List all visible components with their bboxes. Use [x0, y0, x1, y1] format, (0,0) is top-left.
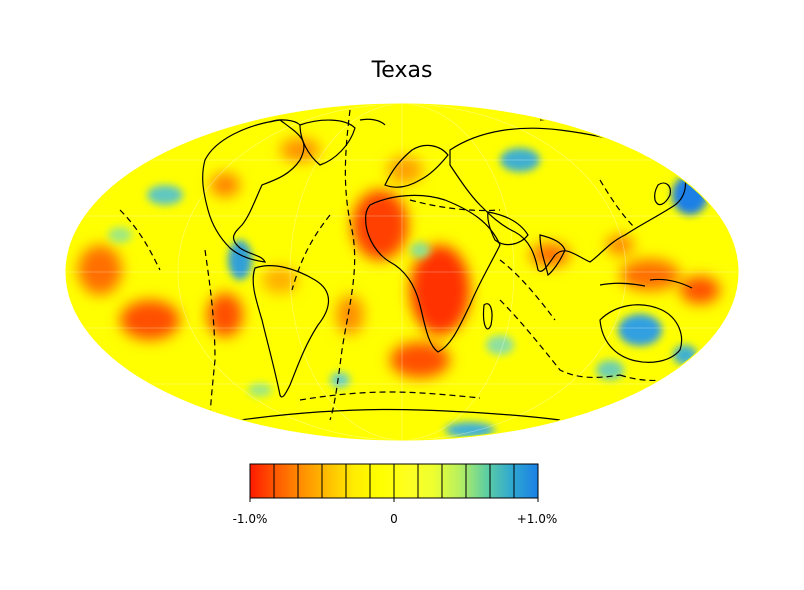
- anomaly-east-pacific: [78, 245, 122, 295]
- anomaly-central-africa: [410, 245, 470, 335]
- anomaly-hawaii: [108, 227, 132, 243]
- africa-coast: [365, 194, 501, 353]
- india-coast: [539, 234, 566, 277]
- arabia-coast: [487, 211, 529, 246]
- japan-coast: [654, 182, 671, 206]
- anomaly-sahara: [410, 242, 430, 258]
- east-pacific-rise: [204, 249, 216, 421]
- anomaly-weddell: [330, 372, 350, 388]
- colorbar-max-label: +1.0%: [516, 512, 558, 526]
- europe-coast: [384, 144, 449, 188]
- carlsberg-ridge: [499, 259, 556, 321]
- anomaly-drake: [248, 383, 272, 397]
- colorbar-mid-label: 0: [390, 512, 398, 526]
- map-border: [65, 103, 739, 441]
- anomaly-west-pacific: [680, 276, 720, 304]
- anomaly-australia: [618, 314, 662, 346]
- indonesia-coast: [599, 278, 693, 289]
- map-title: Texas: [371, 58, 433, 83]
- positive-anomalies: [108, 148, 708, 438]
- anomaly-greenland: [280, 138, 320, 162]
- anomaly-north-america: [210, 173, 240, 197]
- alpine-boundary: [409, 199, 501, 212]
- plate-boundaries: [119, 109, 711, 421]
- anomaly-antarctica: [445, 422, 495, 438]
- anomaly-china: [606, 235, 634, 255]
- caribbean-boundary: [291, 214, 331, 291]
- south-america-coast: [252, 265, 330, 398]
- australia-coast: [599, 304, 683, 363]
- anomaly-amazon: [262, 266, 298, 294]
- anomaly-indonesia: [620, 259, 680, 291]
- colorbar-min-label: -1.0%: [232, 512, 268, 526]
- anomaly-north-pacific: [147, 185, 183, 205]
- anomaly-atlantic: [336, 295, 364, 335]
- antarctica-coast: [239, 408, 561, 421]
- north-america-coast: [202, 119, 305, 263]
- mid-atlantic-ridge: [329, 109, 356, 421]
- anomaly-siberia: [500, 148, 540, 172]
- anomaly-south-pacific: [120, 300, 180, 340]
- anomaly-indian-ocean: [486, 335, 514, 355]
- anomaly-south-atlantic: [390, 342, 450, 378]
- anomaly-field: [66, 104, 738, 440]
- madagascar-coast: [482, 303, 493, 330]
- antarctic-boundary: [299, 391, 481, 401]
- anomaly-europe: [387, 156, 423, 184]
- eurasian-boundary: [599, 179, 636, 229]
- southwest-indian-ridge: [499, 299, 621, 378]
- anomaly-central-america: [228, 240, 252, 280]
- greenland-coast: [299, 119, 356, 166]
- anomaly-andes: [207, 293, 243, 337]
- anomaly-west-africa: [352, 190, 408, 260]
